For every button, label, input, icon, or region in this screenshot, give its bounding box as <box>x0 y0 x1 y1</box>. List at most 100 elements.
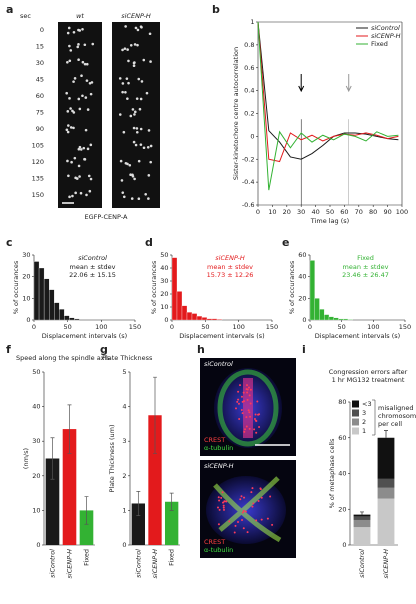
y-tick-label: 0 <box>164 316 168 324</box>
x-tick-label: 40 <box>311 208 319 216</box>
kinetochore-dot <box>126 48 129 51</box>
legend-swatch <box>352 418 359 426</box>
kinetochore-dot <box>247 409 250 412</box>
stain-label: α-tubulin <box>204 444 233 452</box>
chart-title: Congression errors after <box>329 368 408 376</box>
bar <box>148 415 162 545</box>
kinetochore-dot <box>77 147 81 151</box>
kinetochore-dot <box>234 524 237 527</box>
kinetochore-dot <box>126 97 129 100</box>
kinetochore-dot <box>75 177 79 180</box>
legend-label: <3 <box>362 400 372 408</box>
histogram-bar <box>33 261 40 321</box>
y-tick-label: -0.6 <box>242 201 255 209</box>
histogram-bar <box>69 317 75 321</box>
legend-label: Fixed <box>371 40 388 48</box>
x-tick-label: siControl <box>134 549 142 578</box>
kinetochore-dot <box>121 48 124 52</box>
kinetochore-dot <box>255 431 258 434</box>
kinetochore-dot <box>242 391 245 394</box>
kinetochore-dot <box>244 428 247 431</box>
kinetochore-dot <box>217 496 220 499</box>
kinetochore-dot <box>90 81 94 84</box>
kinetochore-dot <box>86 108 90 111</box>
x-tick-label: 100 <box>95 323 107 331</box>
kinetochore-dot <box>136 43 139 47</box>
kinetochore-dot <box>260 496 263 499</box>
spindle <box>217 369 279 447</box>
kinetochore-dot <box>87 174 91 178</box>
kinetochore-dot <box>119 159 123 163</box>
y-tick-label: 2 <box>122 472 126 480</box>
histogram-bar <box>59 309 65 321</box>
kinetochore-dot <box>250 491 253 494</box>
kinetochore-dot <box>89 92 93 96</box>
kinetochore-dot <box>66 31 70 35</box>
panel-label: c <box>6 236 13 249</box>
x-tick-label: 0 <box>170 323 174 331</box>
kinetochore-dot <box>85 193 88 197</box>
kinetochore-dot <box>135 97 139 100</box>
y-tick-label: 0 <box>302 316 306 324</box>
x-tick-label: 100 <box>232 323 244 331</box>
kinetochore-dot <box>131 173 134 177</box>
kinetochore-dot <box>69 49 73 52</box>
kinetochore-dot <box>126 162 129 166</box>
y-tick-label: 20 <box>338 505 346 513</box>
y-tick-label: 20 <box>160 290 168 298</box>
kinetochore-dot <box>79 191 83 195</box>
histogram-bar <box>216 319 223 321</box>
kinetochore-dot <box>79 148 83 151</box>
histogram-bar <box>38 267 45 321</box>
kinetochore-dot <box>218 508 221 511</box>
kinetochore-dot <box>66 159 69 163</box>
kinetochore-dot <box>256 400 259 403</box>
kinetochore-dot <box>245 416 248 419</box>
histogram-bar <box>54 302 60 321</box>
kinetochore-dot <box>148 32 152 36</box>
histogram-bar <box>338 318 344 321</box>
panel-label: f <box>6 343 11 356</box>
kinetochore-dot <box>129 44 133 47</box>
kinetochore-dot <box>67 26 71 30</box>
kinetochore-dot <box>228 520 231 523</box>
kinetochore-dot <box>68 44 71 48</box>
stain-label: CREST <box>204 436 225 444</box>
kinetochore-dot <box>134 26 138 30</box>
kinetochore-dot <box>125 77 129 80</box>
stain-label: CREST <box>204 538 225 546</box>
y-axis-label: Sister-kinetochore centre autocorrelatio… <box>232 47 240 180</box>
legend-bracket <box>372 399 376 436</box>
x-axis-label: Displacement intervals (s) <box>179 332 264 340</box>
y-tick-label: 20 <box>32 472 40 480</box>
panel-label: g <box>100 343 108 356</box>
kinetochore-dot <box>239 384 242 387</box>
panel-label: e <box>282 236 289 249</box>
x-tick-label: 50 <box>64 323 72 331</box>
kinetochore-dot <box>240 409 243 412</box>
x-tick-label: siControl <box>358 549 366 578</box>
kinetochore-dot <box>76 45 80 49</box>
kinetochore-dot <box>223 500 226 503</box>
kinetochore-dot <box>121 82 125 85</box>
histogram-bar <box>186 312 193 321</box>
kinetochore-dot <box>132 64 136 68</box>
column-label: siCENP-H <box>121 12 151 20</box>
kinetochore-dot <box>85 79 89 82</box>
kinetochore-dot <box>71 109 74 113</box>
bar <box>79 510 94 545</box>
kinetochore-dot <box>67 174 70 178</box>
panel-label: d <box>145 236 153 249</box>
kinetochore-dot <box>73 77 77 80</box>
kinetochore-dot <box>247 386 250 389</box>
x-tick-label: 50 <box>201 323 209 331</box>
y-tick-label: 10 <box>22 294 30 302</box>
histogram-bar <box>191 313 198 321</box>
kinetochore-dot <box>118 77 122 80</box>
kinetochore-dot <box>220 496 223 499</box>
kinetochore-dot <box>72 30 76 34</box>
kinetochore-dot <box>70 160 73 164</box>
legend-swatch <box>352 409 359 417</box>
y-tick-label: 0 <box>122 541 126 549</box>
error-bar <box>384 430 388 438</box>
